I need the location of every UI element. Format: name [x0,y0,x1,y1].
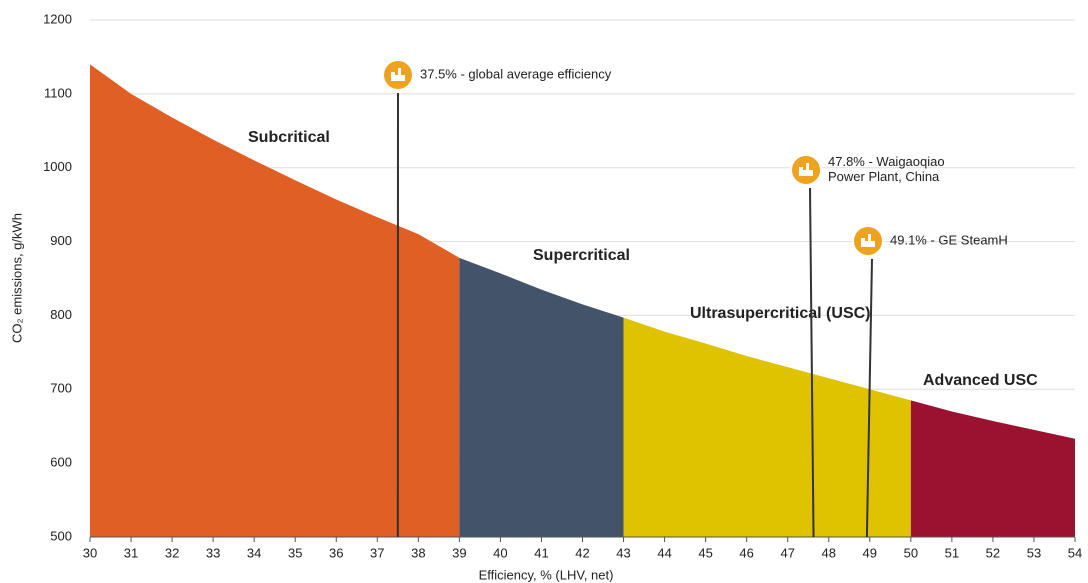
x-axis-label: Efficiency, % (LHV, net) [479,567,614,582]
annotation-label: 47.8% - Waigaoqiao [828,154,945,169]
x-tick-label: 33 [206,545,220,560]
x-tick-label: 40 [493,545,507,560]
x-tick-label: 32 [165,545,179,560]
x-tick-label: 35 [288,545,302,560]
area-segment [623,317,911,537]
x-tick-label: 42 [575,545,589,560]
segment-label: Subcritical [248,129,330,146]
x-tick-label: 49 [863,545,877,560]
area-segment [90,64,460,538]
x-tick-label: 52 [986,545,1000,560]
x-tick-label: 44 [657,545,671,560]
y-tick-label: 1100 [44,85,72,100]
area-segment [459,257,624,537]
x-tick-label: 34 [247,545,261,560]
x-tick-label: 37 [370,545,384,560]
y-tick-label: 1000 [43,159,72,174]
annotation-label: 37.5% - global average efficiency [420,66,612,81]
annotation-line [809,187,815,538]
segment-label: Ultrasupercritical (USC) [690,305,871,322]
annotation-label: Power Plant, China [828,169,940,184]
area-segment [910,400,1075,537]
x-tick-label: 38 [411,545,425,560]
annotation-line [865,258,873,538]
x-tick-label: 45 [698,545,712,560]
annotation-label: 49.1% - GE SteamH [890,232,1008,247]
segment-label: Advanced USC [923,372,1038,389]
x-tick-label: 47 [780,545,794,560]
x-tick-label: 36 [329,545,343,560]
x-tick-label: 51 [945,545,959,560]
y-tick-label: 600 [50,455,72,470]
segment-label: Supercritical [533,247,630,264]
y-tick-label: 500 [50,528,72,543]
x-tick-label: 43 [616,545,630,560]
x-tick-label: 53 [1027,545,1041,560]
y-tick-label: 800 [50,307,72,322]
y-tick-label: 700 [50,381,72,396]
marker-icon [799,163,813,176]
x-tick-label: 54 [1068,545,1082,560]
x-tick-label: 48 [822,545,836,560]
y-axis-label: CO₂ emissions, g/kWh [9,213,24,343]
marker-icon [391,68,405,81]
x-tick-label: 41 [534,545,548,560]
x-tick-label: 46 [739,545,753,560]
marker-icon [861,234,875,247]
y-tick-label: 1200 [43,11,72,26]
x-tick-label: 50 [904,545,918,560]
x-tick-label: 30 [83,545,97,560]
x-tick-label: 39 [452,545,466,560]
x-tick-label: 31 [124,545,138,560]
y-tick-label: 900 [50,233,72,248]
